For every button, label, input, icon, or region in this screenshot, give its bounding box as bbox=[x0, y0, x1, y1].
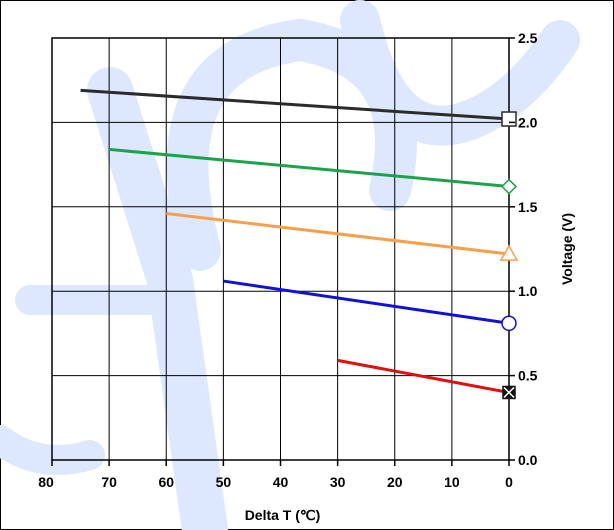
x-axis-title: Delta T (℃) bbox=[245, 507, 321, 523]
series-line-1 bbox=[80, 88, 510, 121]
circle-marker bbox=[501, 315, 517, 332]
x-tick-label: 50 bbox=[216, 474, 232, 490]
y-tick-label: 0.0 bbox=[518, 452, 538, 468]
x-tick-label: 80 bbox=[38, 474, 54, 490]
watermark-stroke bbox=[340, 0, 580, 146]
series-layer bbox=[80, 88, 519, 400]
x-tick-label: 0 bbox=[505, 474, 513, 490]
series-line-3 bbox=[166, 212, 510, 256]
y-axis-title: Voltage (V) bbox=[559, 213, 575, 285]
series-line-5 bbox=[337, 358, 510, 394]
series-line-2 bbox=[108, 147, 510, 189]
x-square-marker-cross bbox=[503, 386, 515, 399]
x-tick-label: 40 bbox=[273, 474, 289, 490]
y-tick-label: 0.5 bbox=[518, 368, 538, 384]
y-tick-label: 2.0 bbox=[518, 114, 538, 130]
watermark-logo bbox=[0, 0, 580, 530]
x-tick-label: 20 bbox=[387, 474, 403, 490]
x-tick-label: 60 bbox=[158, 474, 174, 490]
y-tick-label: 2.5 bbox=[518, 30, 538, 46]
x-tick-label: 70 bbox=[101, 474, 117, 490]
axis-ticks: 80 70 60 50 40 30 20 10 0 0.0 0.5 1.0 1.5 2.0 2.5 bbox=[38, 30, 537, 490]
series-line-4 bbox=[223, 279, 510, 325]
grid-lines bbox=[51, 37, 510, 461]
watermark-stroke bbox=[87, 67, 228, 530]
triangle-marker bbox=[499, 244, 519, 261]
diamond-marker bbox=[500, 178, 518, 195]
y-tick-label: 1.5 bbox=[518, 199, 538, 215]
x-tick-label: 30 bbox=[330, 474, 346, 490]
y-tick-label: 1.0 bbox=[518, 283, 538, 299]
x-tick-label: 10 bbox=[444, 474, 460, 490]
watermark-stroke bbox=[0, 425, 105, 475]
square-marker bbox=[501, 111, 517, 127]
